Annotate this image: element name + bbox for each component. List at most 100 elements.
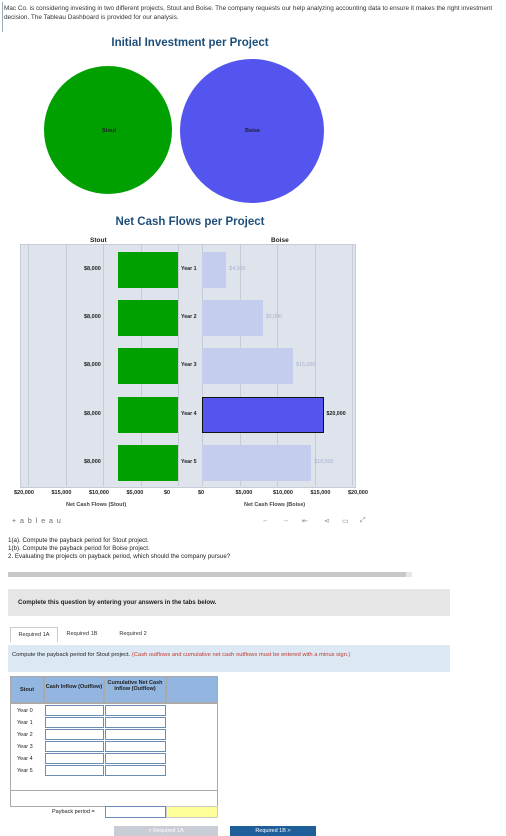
boise-value-label: $15,000 xyxy=(296,362,316,368)
stout-bar[interactable] xyxy=(118,300,178,336)
cash-inflow-input-year1[interactable] xyxy=(45,717,104,728)
toolbar-share-icon[interactable]: ⋖ xyxy=(324,518,330,525)
toolbar-forward-icon[interactable]: → xyxy=(282,517,289,524)
grid-line xyxy=(178,244,179,486)
payback-input[interactable] xyxy=(105,806,166,818)
grid-line xyxy=(103,244,104,486)
grid-line xyxy=(352,244,353,486)
year-label: Year 3 xyxy=(181,362,197,368)
instruction-box: Compute the payback period for Stout pro… xyxy=(8,645,450,672)
cash-inflow-input-year4[interactable] xyxy=(45,753,104,764)
stout-value-label: $8,000 xyxy=(84,362,101,368)
table-header-stout: Stout xyxy=(10,676,44,703)
stout-value-label: $8,000 xyxy=(84,314,101,320)
table-header-blank xyxy=(166,676,218,703)
table-header-cumulative: Cumulative Net Cash Inflow (Outflow) xyxy=(104,676,166,703)
cumulative-input-year4[interactable] xyxy=(105,753,166,764)
boise-circle[interactable] xyxy=(180,59,324,203)
left-axis-tick: $10,000 xyxy=(89,490,109,496)
cash-flow-title: Net Cash Flows per Project xyxy=(115,216,265,228)
row-year-0: Year 0 xyxy=(17,708,33,714)
instruction-text: Compute the payback period for Stout pro… xyxy=(12,651,442,659)
cash-inflow-input-year3[interactable] xyxy=(45,741,104,752)
stout-value-label: $8,000 xyxy=(84,459,101,465)
complete-text: Complete this question by entering your … xyxy=(18,599,217,606)
boise-bar[interactable] xyxy=(202,300,263,336)
question-1b: 1(b). Compute the payback period for Boi… xyxy=(8,545,150,552)
left-axis-tick: $20,000 xyxy=(14,490,34,496)
stout-bar[interactable] xyxy=(118,252,178,288)
cash-inflow-input-year5[interactable] xyxy=(45,765,104,776)
grid-line xyxy=(65,244,67,486)
stout-circle[interactable] xyxy=(44,66,172,194)
row-year-2: Year 2 xyxy=(17,732,33,738)
year-label: Year 5 xyxy=(181,459,197,465)
left-axis-tick: $15,000 xyxy=(51,490,72,496)
boise-value-label: $18,000 xyxy=(314,459,334,465)
intro-text: Mac Co. is considering investing in two … xyxy=(4,5,493,21)
cumulative-input-year0[interactable] xyxy=(105,705,166,716)
row-year-1: Year 1 xyxy=(17,720,33,726)
stout-value-label: $8,000 xyxy=(84,411,101,417)
right-axis-tick: $10,000 xyxy=(273,490,293,496)
payback-label: Payback period = xyxy=(52,809,95,815)
left-axis-tick: $5,000 xyxy=(126,490,144,496)
boise-value-label: $4,000 xyxy=(229,266,246,272)
complete-question-box: Complete this question by entering your … xyxy=(8,589,450,616)
scrollbar-thumb[interactable] xyxy=(8,572,406,577)
cumulative-input-year1[interactable] xyxy=(105,717,166,728)
row-year-5: Year 5 xyxy=(17,768,33,774)
toolbar-download-icon[interactable]: ▭ xyxy=(342,518,349,525)
right-axis-tick: $0 xyxy=(198,490,205,496)
boise-panel-label: Boise xyxy=(271,237,289,244)
year-label: Year 2 xyxy=(181,314,197,320)
tab-required-1b[interactable]: Required 1B xyxy=(59,627,105,641)
prev-tab-button[interactable]: < Required 1A xyxy=(114,826,218,836)
year-label: Year 4 xyxy=(181,411,197,417)
boise-bar[interactable] xyxy=(202,252,227,288)
stout-bar[interactable] xyxy=(118,445,178,481)
cumulative-input-year2[interactable] xyxy=(105,729,166,740)
toolbar-back-icon[interactable]: ← xyxy=(262,517,269,524)
boise-value-label: $20,000 xyxy=(326,411,346,417)
frame-line xyxy=(2,2,3,32)
right-axis-tick: $15,000 xyxy=(310,490,331,496)
question-2: 2. Evaluating the projects on payback pe… xyxy=(8,553,231,560)
grid-line xyxy=(28,244,29,486)
boise-value-label: $5,000 xyxy=(265,314,282,320)
toolbar-reset-icon[interactable]: ⇤ xyxy=(302,518,308,525)
boise-bar[interactable] xyxy=(202,445,312,481)
table-divider xyxy=(10,790,218,791)
boise-bar[interactable] xyxy=(202,397,324,433)
stout-circle-label: Stout xyxy=(102,128,117,134)
stout-panel-label: Stout xyxy=(90,237,107,244)
toolbar-fullscreen-icon[interactable]: ⤢ xyxy=(360,517,366,524)
tab-required-1a[interactable]: Required 1A xyxy=(10,627,58,642)
cumulative-input-year3[interactable] xyxy=(105,741,166,752)
right-axis-tick: $20,000 xyxy=(348,490,368,496)
cash-inflow-input-year0[interactable] xyxy=(45,705,104,716)
right-axis-tick: $5,000 xyxy=(235,490,253,496)
left-axis-title: Net Cash Flows (Stout) xyxy=(66,502,127,508)
grid-line xyxy=(314,244,316,486)
boise-circle-label: Boise xyxy=(245,128,260,134)
payback-unit-cell xyxy=(166,806,218,818)
stout-bar[interactable] xyxy=(118,397,178,433)
row-year-4: Year 4 xyxy=(17,756,33,762)
tab-required-2[interactable]: Required 2 xyxy=(110,627,156,641)
stout-value-label: $8,000 xyxy=(84,266,101,272)
next-tab-button[interactable]: Required 1B > xyxy=(230,826,316,836)
left-axis-tick: $0 xyxy=(164,490,171,496)
cash-inflow-input-year2[interactable] xyxy=(45,729,104,740)
tableau-logo: + a b l e a u xyxy=(12,518,62,525)
question-1a: 1(a). Compute the payback period for Sto… xyxy=(8,537,149,544)
instruction-main: Compute the payback period for Stout pro… xyxy=(12,652,131,658)
horizontal-scrollbar[interactable] xyxy=(8,572,412,577)
stout-bar[interactable] xyxy=(118,348,178,384)
year-label: Year 1 xyxy=(181,266,197,272)
cumulative-input-year5[interactable] xyxy=(105,765,166,776)
row-year-3: Year 3 xyxy=(17,744,33,750)
right-axis-title: Net Cash Flows (Boise) xyxy=(244,502,306,508)
instruction-note: (Cash outflows and cumulative net cash o… xyxy=(131,652,351,658)
boise-bar[interactable] xyxy=(202,348,294,384)
